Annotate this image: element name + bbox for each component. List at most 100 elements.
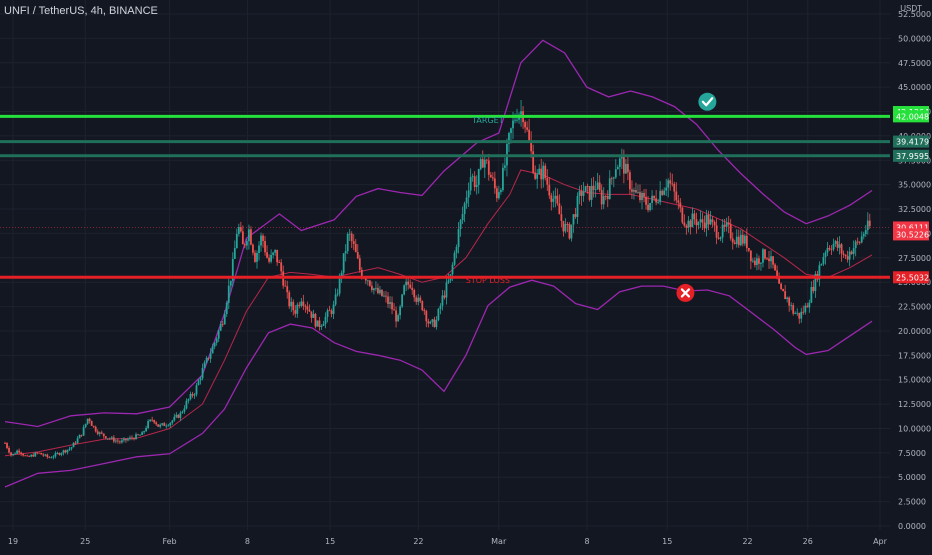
candle-body [133, 438, 135, 440]
x-tick-label: 25 [80, 537, 90, 546]
bollinger-lower-band [4, 279, 873, 488]
price-tag-label: 30.5226 [896, 230, 929, 239]
candle-body [796, 312, 799, 314]
candle-body [221, 324, 224, 325]
price-tag[interactable] [893, 271, 929, 284]
candle-body [332, 304, 335, 314]
candle-body [403, 285, 406, 295]
level-annotation: TARGET [471, 116, 504, 125]
candle-body [250, 229, 252, 245]
candle-body [356, 252, 359, 259]
x-tick-label: 8 [584, 537, 589, 546]
candle-body [44, 454, 47, 456]
candle-body [161, 423, 164, 425]
candle-body [806, 305, 809, 308]
candle-body [635, 190, 637, 193]
candle-body [64, 450, 67, 453]
candle-body [530, 140, 533, 152]
candle-body [524, 122, 526, 128]
candle-body [193, 394, 196, 396]
candle-body [679, 202, 682, 208]
y-tick-label: 15.0000 [898, 376, 931, 385]
candle-body [98, 432, 101, 434]
candle-body [592, 185, 595, 190]
x-tick-label: 8 [245, 537, 250, 546]
target-check-icon [698, 92, 717, 111]
candle-body [252, 244, 254, 253]
candle-body [550, 195, 553, 202]
price-tag-label: 30.6111 [896, 223, 929, 232]
candle-body [163, 423, 166, 426]
candle-body [552, 198, 555, 202]
candle-body [22, 453, 25, 456]
candle-body [276, 249, 279, 263]
candle-body [292, 301, 295, 311]
candle-body [360, 269, 363, 278]
candle-body [762, 249, 764, 263]
candle-body [233, 248, 236, 259]
candle-body [661, 190, 664, 195]
candle-body [711, 219, 714, 222]
candle-body [840, 244, 843, 254]
price-tag[interactable] [893, 149, 929, 162]
candle-body [171, 420, 174, 423]
y-tick-label: 35.0000 [898, 181, 931, 190]
candle-body [562, 220, 565, 232]
price-axis[interactable]: 0.0000 2.5000 5.0000 7.5000 10.0000 12.5000 15… [890, 0, 932, 550]
candle-body [497, 191, 500, 199]
candle-body [647, 204, 649, 211]
candle-body [502, 167, 504, 191]
horizontal-levels[interactable] [0, 114, 890, 279]
candle-body [707, 214, 710, 225]
candle-body [465, 197, 468, 204]
candle-body [243, 244, 246, 246]
candle-body [38, 452, 41, 454]
time-axis[interactable]: 19 25 Feb 8 15 22 Mar 8 15 22 26 Apr [8, 537, 888, 546]
candle-body [604, 195, 607, 197]
candle-body [383, 295, 385, 297]
candle-body [102, 433, 105, 437]
candle-body [725, 222, 728, 227]
y-tick-label: 7.5000 [898, 449, 926, 458]
price-tag[interactable] [893, 110, 929, 123]
symbol-title[interactable]: UNFI / TetherUS, 4h, BINANCE [4, 5, 158, 17]
candle-body [461, 214, 464, 221]
candle-body [12, 453, 14, 456]
candle-body [758, 258, 760, 264]
candle-body [631, 189, 633, 192]
candle-body [848, 251, 851, 260]
price-tag[interactable] [893, 228, 929, 241]
candle-body [681, 207, 684, 223]
candle-body [262, 235, 264, 241]
candle-body [471, 176, 474, 178]
x-tick-label: 26 [803, 537, 813, 546]
candle-body [131, 437, 133, 439]
candle-body [483, 159, 486, 168]
candle-body [46, 454, 49, 458]
candle-body [612, 177, 615, 179]
price-tag[interactable] [893, 135, 929, 148]
candle-body [52, 456, 55, 458]
candle-body [379, 289, 381, 294]
candle-body [651, 195, 653, 204]
grid [0, 0, 890, 530]
candle-body [246, 241, 248, 246]
candle-body [479, 159, 482, 170]
candle-body [306, 306, 309, 310]
candle-body [308, 309, 311, 312]
candle-body [798, 312, 801, 319]
candle-body [298, 304, 301, 306]
candle-body [189, 394, 192, 400]
candle-body [475, 184, 478, 188]
y-tick-label: 45.0000 [898, 83, 931, 92]
candle-body [153, 420, 156, 423]
candle-body [743, 235, 746, 244]
candle-body [653, 195, 656, 199]
candle-body [145, 427, 148, 432]
candle-body [334, 294, 337, 305]
candle-body [512, 120, 514, 129]
candle-body [520, 111, 522, 115]
candle-body [602, 195, 605, 205]
